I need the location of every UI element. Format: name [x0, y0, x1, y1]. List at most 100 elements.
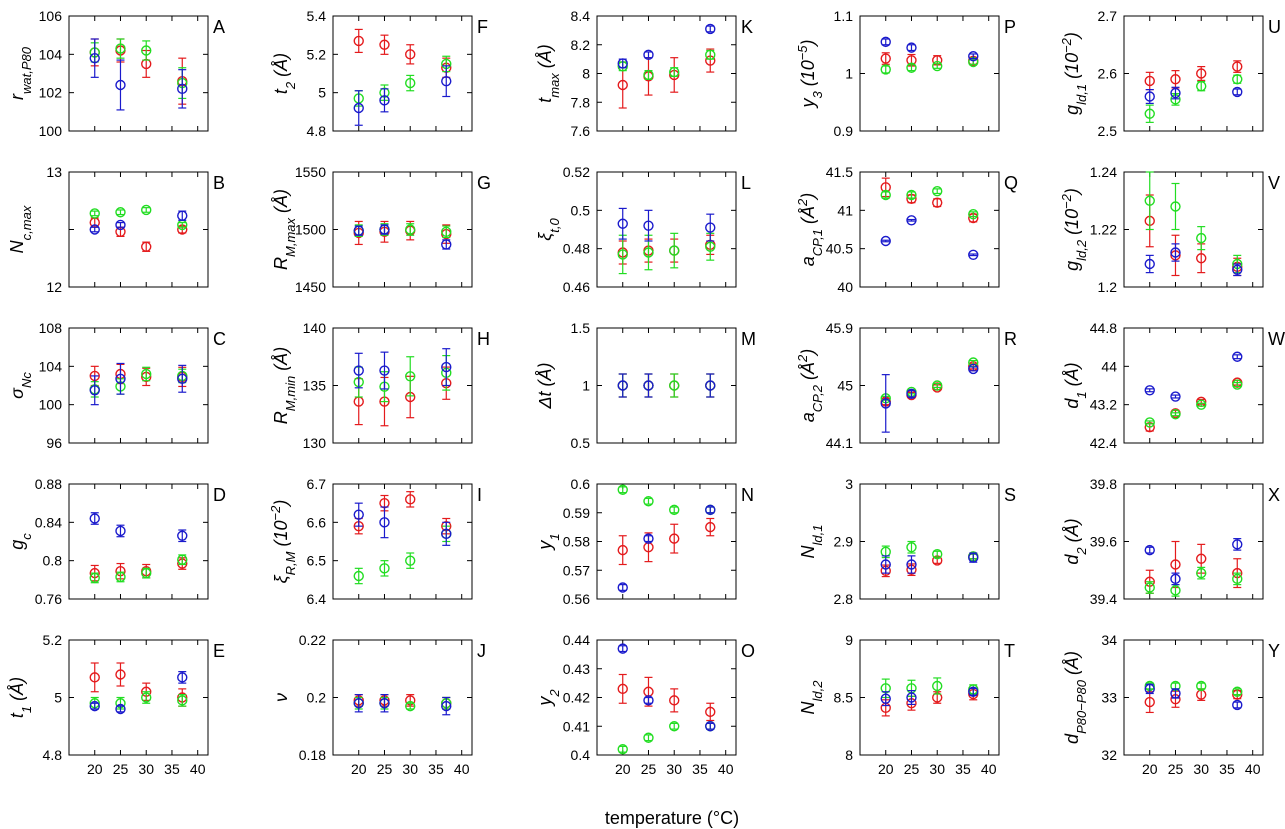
data-point [141, 567, 152, 579]
y-tick-label: 5.4 [307, 8, 327, 24]
data-point [1144, 75, 1155, 87]
y-axis-title: tmax (Å) [535, 44, 562, 103]
y-axis-title: t2 (Å) [271, 53, 298, 94]
y-tick-label: 130 [303, 435, 327, 451]
data-point [177, 373, 188, 384]
y-tick-label: 4.8 [307, 123, 327, 139]
y-tick-label: 39.8 [1090, 476, 1117, 492]
y-tick-label: 41 [837, 202, 853, 218]
x-tick-label: 20 [87, 761, 103, 777]
data-point [906, 215, 917, 226]
data-point [89, 513, 100, 524]
y-tick-label: 32 [1101, 747, 1117, 763]
data-point [115, 219, 126, 231]
y-tick-label: 1.22 [1090, 222, 1117, 238]
y-tick-label: 0.44 [563, 632, 590, 648]
data-point [880, 398, 891, 409]
data-point [617, 643, 628, 654]
x-tick-label: 25 [904, 761, 920, 777]
series-red [617, 373, 716, 398]
series-red [1144, 540, 1243, 594]
data-point [353, 698, 364, 709]
y-axis-title: aCP,2 (Å2) [795, 349, 825, 423]
x-tick-label: 20 [615, 761, 631, 777]
plot-frame [859, 171, 1000, 288]
x-tick-label: 35 [428, 761, 444, 777]
data-point [968, 249, 979, 261]
y-axis-title: Nld,1 [798, 525, 825, 559]
data-point [379, 563, 390, 574]
data-point [1170, 688, 1181, 699]
plot-frame [332, 639, 473, 756]
panel-label: O [741, 641, 755, 661]
series-green [617, 721, 716, 755]
x-tick-label: 20 [351, 761, 367, 777]
data-point [932, 548, 943, 560]
y-tick-label: 104 [39, 46, 63, 62]
series-green [1144, 74, 1243, 123]
panel-label: C [213, 329, 226, 349]
x-tick-label: 40 [981, 761, 997, 777]
data-point [669, 533, 680, 544]
data-point [89, 700, 100, 712]
series-green [89, 38, 188, 100]
data-point [906, 189, 917, 201]
data-point [441, 528, 452, 540]
y-tick-label: 2.9 [834, 534, 854, 550]
x-tick-label: 25 [1168, 761, 1184, 777]
panel-i: 6.4 6.5 6.6 6.7 IξR,M (10−2) [268, 476, 483, 607]
data-point [405, 49, 416, 60]
data-point [1170, 585, 1181, 596]
data-point [1144, 91, 1155, 102]
series-red [353, 220, 452, 246]
data-point [617, 484, 628, 495]
series-red [353, 491, 452, 535]
data-point [906, 559, 917, 570]
y-tick-label: 1500 [295, 222, 326, 238]
y-tick-label: 0.76 [35, 591, 62, 607]
y-tick-label: 8 [582, 66, 590, 82]
series-blue [1144, 86, 1243, 105]
y-axis-title: d1 (Å) [1062, 362, 1089, 408]
series-green [89, 554, 188, 584]
data-point [353, 365, 364, 376]
data-point [643, 247, 654, 258]
series-blue [617, 207, 716, 242]
panel-label: Y [1268, 641, 1280, 661]
panel-label: S [1004, 485, 1016, 505]
data-point [1196, 68, 1207, 79]
series-blue [353, 224, 452, 250]
series-red [353, 28, 452, 78]
data-point [705, 222, 716, 233]
series-blue [89, 671, 188, 715]
data-point [1232, 264, 1243, 275]
series-red [89, 217, 188, 252]
y-axis-title: ξt,0 [535, 217, 562, 240]
y-tick-label: 0.5 [571, 202, 591, 218]
data-point [89, 208, 100, 219]
y-tick-label: 0.6 [571, 476, 591, 492]
series-blue [1144, 538, 1243, 586]
panel-label: R [1004, 329, 1017, 349]
x-tick-label: 30 [1193, 761, 1209, 777]
data-point [1144, 385, 1155, 396]
y-tick-label: 2.6 [1098, 66, 1118, 82]
y-axis-title: ξR,M (10−2) [268, 500, 298, 584]
series-blue [880, 215, 979, 261]
x-tick-label: 40 [718, 761, 734, 777]
y-axis-title: Δt (Å) [535, 362, 555, 409]
panel-label: G [477, 173, 491, 193]
y-tick-label: 0.46 [563, 279, 590, 295]
y-tick-label: 2.5 [1098, 123, 1118, 139]
data-point [1232, 74, 1243, 85]
panel-label: F [477, 17, 488, 37]
series-red [880, 551, 979, 578]
data-point [617, 58, 628, 69]
y-axis-title: dP80−P80 (Å) [1062, 651, 1089, 744]
y-tick-label: 1.2 [1098, 279, 1118, 295]
x-axis-title: temperature (°C) [605, 808, 739, 828]
x-tick-label: 30 [929, 761, 945, 777]
data-point [906, 388, 917, 400]
